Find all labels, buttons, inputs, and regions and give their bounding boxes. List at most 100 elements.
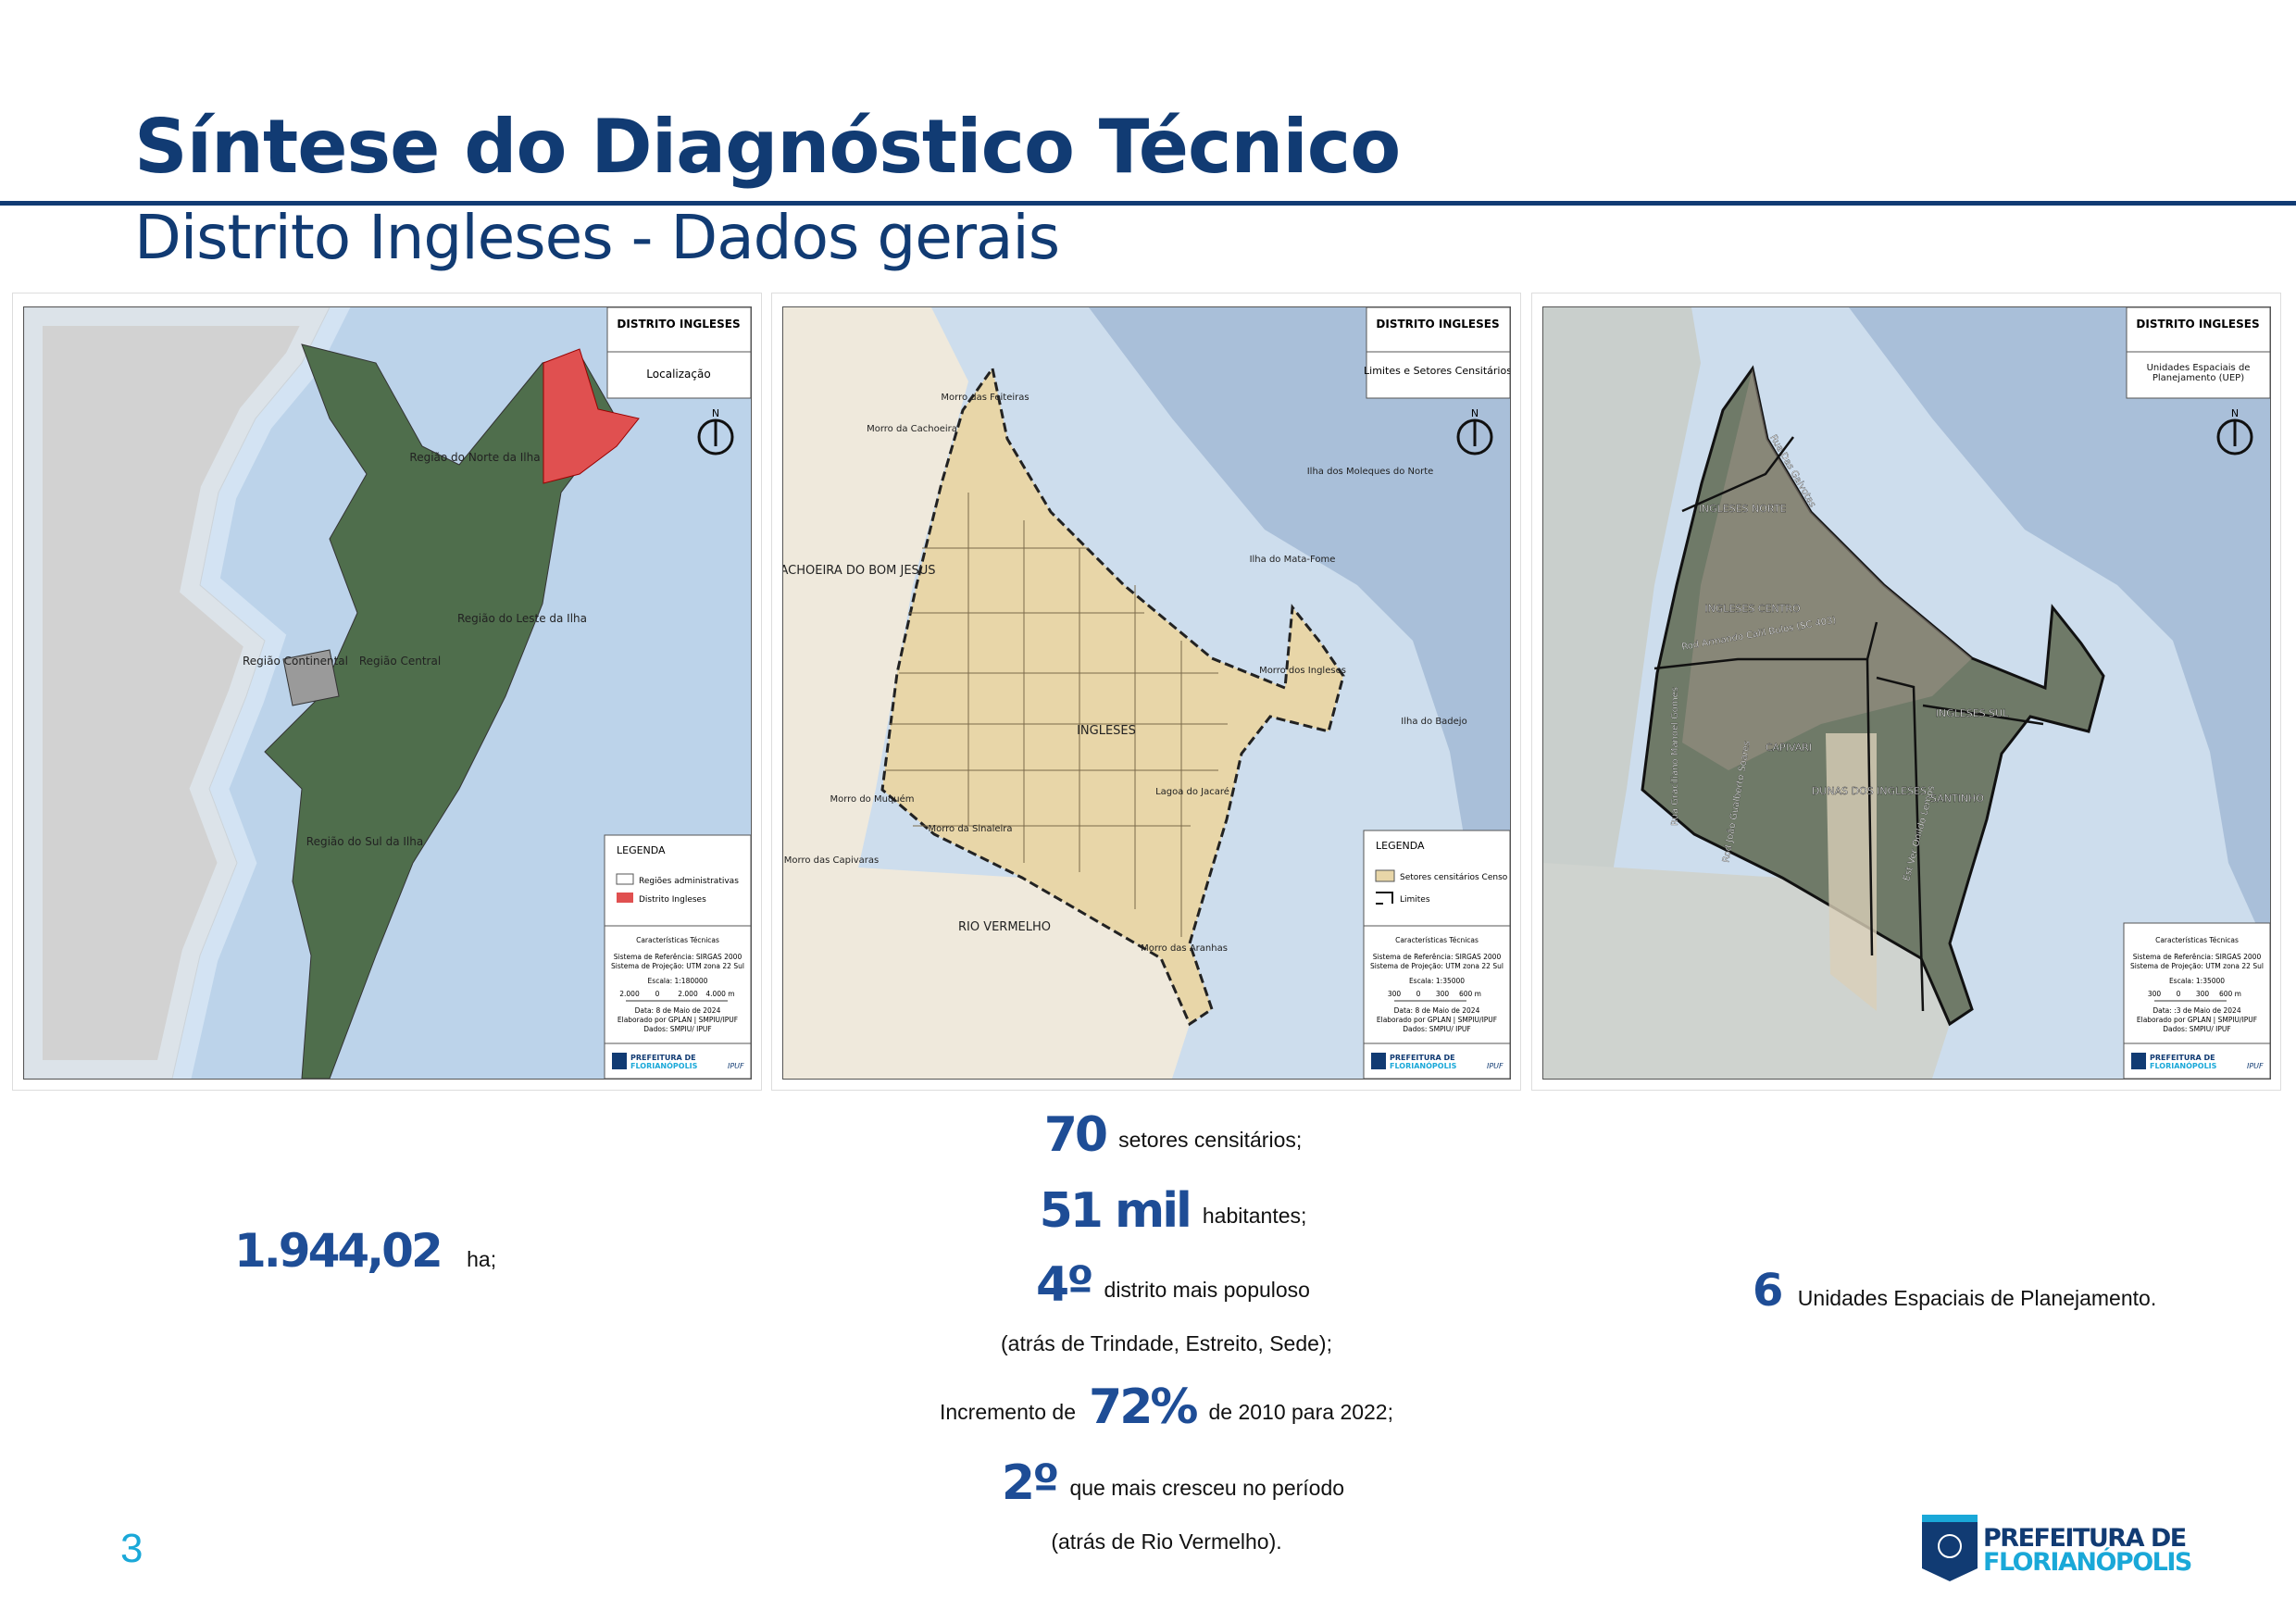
map-label: Região do Sul da Ilha xyxy=(306,835,423,848)
stat-growth-rank-note: (atrás de Rio Vermelho). xyxy=(1051,1529,1282,1554)
svg-text:FLORIANÓPOLIS: FLORIANÓPOLIS xyxy=(1390,1060,1457,1070)
svg-text:Limites e Setores Censitários: Limites e Setores Censitários xyxy=(1364,365,1511,377)
map-label: INGLESES xyxy=(1077,724,1136,738)
svg-text:300: 300 xyxy=(1436,990,1450,998)
svg-text:Data: :3 de Maio de 2024: Data: :3 de Maio de 2024 xyxy=(2152,1006,2240,1015)
uep-label: CAPIVARI xyxy=(1766,742,1812,754)
svg-text:Dados: SMPIU/ IPUF: Dados: SMPIU/ IPUF xyxy=(1403,1025,1470,1033)
title-divider xyxy=(0,201,2296,206)
north-arrow-icon: N xyxy=(697,407,734,456)
map-label: Região do Leste da Ilha xyxy=(457,612,587,625)
svg-text:Localização: Localização xyxy=(646,368,710,381)
svg-text:300: 300 xyxy=(2148,990,2162,998)
svg-text:FLORIANÓPOLIS: FLORIANÓPOLIS xyxy=(1983,1547,2191,1577)
stat-rank: 4º distrito mais populoso xyxy=(1036,1257,1310,1313)
svg-text:LEGENDA: LEGENDA xyxy=(1376,840,1425,852)
map-legend: LEGENDA Regiões administrativas Distrito… xyxy=(604,834,751,1079)
svg-text:Elaborado por GPLAN | SMPIU/IP: Elaborado por GPLAN | SMPIU/IPUF xyxy=(1377,1016,1497,1024)
svg-text:300: 300 xyxy=(1388,990,1402,998)
svg-text:Limites: Limites xyxy=(1400,895,1430,905)
map-label: CACHOEIRA DO BOM JESUS xyxy=(782,564,936,578)
svg-text:600 m: 600 m xyxy=(2219,990,2241,998)
svg-text:Sistema de Referência: SIRGAS: Sistema de Referência: SIRGAS 2000 xyxy=(614,953,742,961)
stat-rank-note: (atrás de Trindade, Estreito, Sede); xyxy=(1001,1331,1332,1355)
svg-text:N: N xyxy=(712,407,719,419)
map-label: Região do Norte da Ilha xyxy=(409,451,540,464)
svg-text:600 m: 600 m xyxy=(1459,990,1481,998)
stat-sectors: 70 setores censitários; xyxy=(1043,1107,1303,1163)
map-legend: Características Técnicas Sistema de Refe… xyxy=(2123,922,2270,1079)
svg-text:LEGENDA: LEGENDA xyxy=(617,844,666,856)
map-title-box: DISTRITO INGLESES Localização xyxy=(606,307,751,399)
svg-text:Sistema de Referência: SIRGAS: Sistema de Referência: SIRGAS 2000 xyxy=(1373,953,1502,961)
svg-text:PREFEITURA DE: PREFEITURA DE xyxy=(2150,1054,2215,1062)
uep-label: INGLESES CENTRO xyxy=(1704,603,1801,615)
map-title-box: DISTRITO INGLESES Limites e Setores Cens… xyxy=(1364,307,1511,399)
map-label: Região Continental xyxy=(243,655,348,668)
page-subtitle: Distrito Ingleses - Dados gerais xyxy=(134,202,1060,273)
svg-text:300: 300 xyxy=(2196,990,2210,998)
district-boundary xyxy=(880,365,1345,1027)
svg-text:Elaborado por GPLAN | SMPIU/IP: Elaborado por GPLAN | SMPIU/IPUF xyxy=(618,1016,738,1024)
map-legend: LEGENDA Setores censitários Censo 2022 L… xyxy=(1363,830,1510,1079)
map-label: Região Central xyxy=(359,655,441,668)
map-panel-census-sectors: Morro das Feiteiras Morro da Cachoeira C… xyxy=(771,293,1521,1091)
uep-label: SANTINHO xyxy=(1930,793,1984,805)
svg-text:Sistema de Projeção: UTM zona: Sistema de Projeção: UTM zona 22 Sul xyxy=(1370,962,1504,970)
map-label: Morro dos Ingleses xyxy=(1259,666,1346,676)
svg-text:IPUF: IPUF xyxy=(2247,1062,2264,1070)
svg-text:Escala: 1:35000: Escala: 1:35000 xyxy=(2169,977,2225,985)
svg-text:0: 0 xyxy=(655,990,660,998)
stat-population: 51 mil habitantes; xyxy=(1039,1183,1307,1239)
svg-text:Características Técnicas: Características Técnicas xyxy=(1395,936,1479,944)
map-label: Morro da Sinaleira xyxy=(928,824,1012,834)
svg-text:2.000: 2.000 xyxy=(619,990,640,998)
svg-text:0: 0 xyxy=(1416,990,1421,998)
map-panel-ueps: INGLESES NORTE INGLESES CENTRO CAPIVARI … xyxy=(1531,293,2281,1091)
uep-label: INGLESES NORTE xyxy=(1699,503,1787,515)
svg-text:Sistema de Referência: SIRGAS: Sistema de Referência: SIRGAS 2000 xyxy=(2133,953,2262,961)
svg-text:N: N xyxy=(2231,407,2239,419)
census-sectors-map: Morro das Feiteiras Morro da Cachoeira C… xyxy=(782,306,1511,1080)
stat-growth-rank: 2º que mais cresceu no período xyxy=(1001,1455,1345,1511)
map-panel-location: Região do Norte da Ilha Região do Leste … xyxy=(12,293,762,1091)
svg-text:FLORIANÓPOLIS: FLORIANÓPOLIS xyxy=(2150,1060,2217,1070)
map-label: Morro das Capivaras xyxy=(784,855,879,866)
svg-text:Sistema de Projeção: UTM zona: Sistema de Projeção: UTM zona 22 Sul xyxy=(611,962,744,970)
uep-label: DUNAS DOS INGLESES xyxy=(1812,785,1927,797)
svg-text:Dados: SMPIU/ IPUF: Dados: SMPIU/ IPUF xyxy=(2163,1025,2230,1033)
svg-text:Regiões administrativas: Regiões administrativas xyxy=(639,877,739,886)
map-label: RIO VERMELHO xyxy=(958,920,1051,934)
svg-text:Elaborado por GPLAN | SMPIU/IP: Elaborado por GPLAN | SMPIU/IPUF xyxy=(2137,1016,2257,1024)
uep-label: INGLESES SUL xyxy=(1936,707,2010,719)
map-title-box: DISTRITO INGLESES Unidades Espaciais de … xyxy=(2126,307,2270,399)
road-label: Rua Graciliano Manoel Gomes xyxy=(1670,687,1680,826)
map-label: Ilha dos Moleques do Norte xyxy=(1307,467,1434,477)
stat-growth: Incremento de 72% de 2010 para 2022; xyxy=(939,1380,1393,1435)
page-title: Síntese do Diagnóstico Técnico xyxy=(134,104,1401,190)
north-arrow-icon: N xyxy=(2216,407,2253,456)
svg-text:Distrito Ingleses: Distrito Ingleses xyxy=(639,895,706,905)
ueps-map: INGLESES NORTE INGLESES CENTRO CAPIVARI … xyxy=(1542,306,2271,1080)
svg-text:PREFEITURA DE: PREFEITURA DE xyxy=(1390,1054,1455,1062)
map-label: Morro das Feiteiras xyxy=(941,393,1029,403)
map-label: Lagoa do Jacaré xyxy=(1155,786,1229,797)
svg-text:0: 0 xyxy=(2177,990,2181,998)
svg-text:Data: 8 de Maio de 2024: Data: 8 de Maio de 2024 xyxy=(1394,1006,1480,1015)
map-label: Morro da Cachoeira xyxy=(867,424,957,434)
prefeitura-logo: PREFEITURA DE FLORIANÓPOLIS xyxy=(1922,1515,2192,1581)
svg-text:IPUF: IPUF xyxy=(728,1062,744,1070)
map-label: Ilha do Mata-Fome xyxy=(1250,555,1336,565)
map-label: Morro das Aranhas xyxy=(1141,943,1228,954)
svg-text:IPUF: IPUF xyxy=(1487,1062,1504,1070)
map-label: Ilha do Badejo xyxy=(1401,717,1466,727)
svg-text:PREFEITURA DE: PREFEITURA DE xyxy=(630,1054,696,1062)
north-arrow-icon: N xyxy=(1456,407,1493,456)
svg-text:4.000 m: 4.000 m xyxy=(705,990,734,998)
svg-text:Características Técnicas: Características Técnicas xyxy=(2155,936,2239,944)
map-label: Morro do Muquém xyxy=(830,793,914,805)
svg-text:PREFEITURA DE: PREFEITURA DE xyxy=(1983,1524,2186,1553)
stat-area: 1.944,02 ha; xyxy=(234,1224,497,1278)
stat-ueps: 6 Unidades Espaciais de Planejamento. xyxy=(1753,1265,2157,1317)
svg-text:2.000: 2.000 xyxy=(678,990,698,998)
